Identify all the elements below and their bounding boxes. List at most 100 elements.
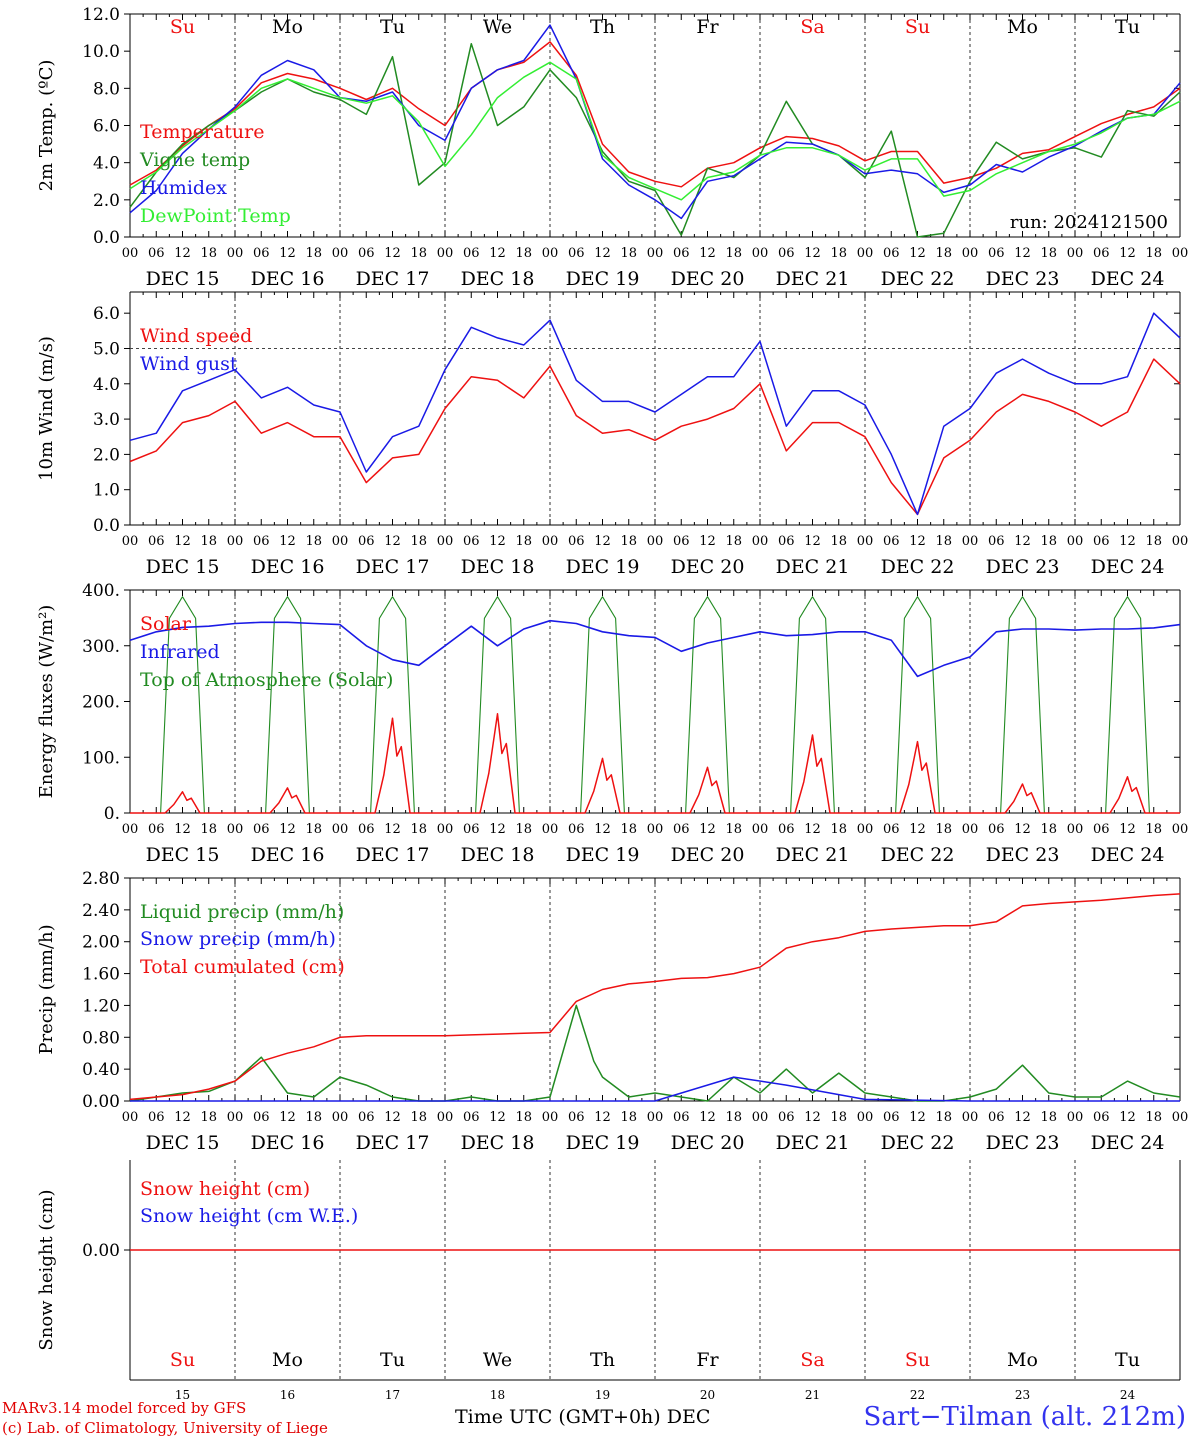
- date-label: DEC 23: [986, 844, 1060, 866]
- hour-tick-label: 00: [857, 534, 874, 549]
- hour-tick-label: 00: [542, 246, 559, 261]
- legend-wind-speed: Wind speed: [140, 325, 252, 347]
- hour-tick-label: 00: [1067, 534, 1084, 549]
- legend-vigne-temp: Vigne temp: [139, 149, 250, 171]
- hour-tick-label: 18: [1145, 1110, 1162, 1125]
- y-axis-label: Energy fluxes (W/m²): [36, 605, 57, 799]
- weekday-label: Tu: [380, 1349, 405, 1371]
- date-label: DEC 15: [146, 844, 220, 866]
- hour-tick-label: 12: [909, 822, 926, 837]
- y-tick-label: 2.40: [82, 901, 120, 921]
- hour-tick-label: 18: [305, 246, 322, 261]
- y-tick-label: 1.0: [93, 481, 120, 501]
- hour-tick-label: 06: [148, 246, 165, 261]
- weekday-label: Su: [905, 16, 930, 38]
- date-label: DEC 17: [356, 844, 430, 866]
- date-label: DEC 20: [671, 1132, 745, 1154]
- hour-tick-label: 00: [437, 246, 454, 261]
- hour-tick-label: 12: [279, 822, 296, 837]
- date-label: DEC 19: [566, 556, 640, 578]
- hour-tick-label: 00: [437, 822, 454, 837]
- y-tick-label: 1.60: [82, 965, 120, 985]
- hour-tick-label: 12: [1014, 246, 1031, 261]
- weekday-label: Th: [590, 1349, 615, 1371]
- y-tick-label: 2.0: [93, 445, 120, 465]
- hour-tick-label: 06: [988, 534, 1005, 549]
- hour-tick-label: 06: [1093, 246, 1110, 261]
- hour-tick-label: 00: [122, 1110, 139, 1125]
- hour-tick-label: 06: [778, 246, 795, 261]
- series-solar: [130, 713, 1180, 814]
- legend-liquid-precip-mm-h-: Liquid precip (mm/h): [140, 901, 344, 923]
- hour-tick-label: 00: [752, 246, 769, 261]
- y-tick-label: 200.: [82, 693, 120, 713]
- hour-tick-label: 00: [1172, 534, 1189, 549]
- series-wind-gust: [129, 312, 1181, 516]
- y-tick-label: 4.0: [93, 154, 120, 174]
- day-number-label: 19: [595, 1388, 610, 1402]
- panel-snow: 0.00 Snow height (cm) Snow height (cm) Snow…: [36, 1160, 1181, 1402]
- y-axis-label: Precip (mm/h): [36, 924, 57, 1054]
- hour-tick-label: 18: [305, 1110, 322, 1125]
- series-dewpoint-temp: [129, 61, 1181, 201]
- weekday-label: Fr: [696, 16, 719, 38]
- y-tick-label: 2.00: [82, 933, 120, 953]
- hour-tick-label: 18: [1040, 534, 1057, 549]
- hour-tick-label: 18: [935, 534, 952, 549]
- hour-tick-label: 00: [1172, 1110, 1189, 1125]
- hour-tick-label: 00: [122, 246, 139, 261]
- hour-tick-label: 00: [962, 1110, 979, 1125]
- hour-tick-label: 12: [384, 246, 401, 261]
- hour-tick-label: 12: [594, 246, 611, 261]
- y-tick-label: 0.: [104, 804, 120, 824]
- hour-tick-label: 18: [935, 822, 952, 837]
- hour-tick-label: 06: [253, 534, 270, 549]
- legend-top-of-atmosphere-solar-: Top of Atmosphere (Solar): [140, 669, 393, 691]
- hour-tick-label: 18: [1040, 822, 1057, 837]
- hour-tick-label: 18: [410, 1110, 427, 1125]
- weekday-label: Sa: [800, 1349, 824, 1371]
- hour-tick-label: 06: [358, 1110, 375, 1125]
- hour-tick-label: 12: [804, 534, 821, 549]
- weekday-label: We: [483, 16, 512, 38]
- date-label: DEC 16: [251, 844, 325, 866]
- y-tick-label: 5.0: [93, 339, 120, 359]
- hour-tick-label: 06: [358, 534, 375, 549]
- hour-tick-label: 18: [515, 1110, 532, 1125]
- legend-snow-precip-mm-h-: Snow precip (mm/h): [140, 928, 336, 950]
- y-tick-label: 300.: [82, 637, 120, 657]
- hour-tick-label: 00: [857, 1110, 874, 1125]
- hour-tick-label: 12: [279, 1110, 296, 1125]
- hour-tick-label: 18: [1145, 822, 1162, 837]
- hour-tick-label: 06: [778, 534, 795, 549]
- date-label: DEC 24: [1091, 556, 1165, 578]
- hour-tick-label: 00: [332, 822, 349, 837]
- hour-tick-label: 18: [515, 534, 532, 549]
- date-label: DEC 23: [986, 556, 1060, 578]
- y-axis-label: Snow height (cm): [36, 1189, 57, 1350]
- hour-tick-label: 18: [200, 822, 217, 837]
- date-label: DEC 22: [881, 844, 955, 866]
- series-snow-precip-mm-h-: [130, 1076, 1180, 1102]
- hour-tick-label: 06: [253, 246, 270, 261]
- hour-tick-label: 12: [699, 1110, 716, 1125]
- hour-tick-label: 00: [647, 246, 664, 261]
- hour-tick-label: 18: [200, 534, 217, 549]
- date-label: DEC 16: [251, 556, 325, 578]
- hour-tick-label: 06: [1093, 822, 1110, 837]
- hour-tick-label: 18: [1145, 246, 1162, 261]
- hour-tick-label: 18: [410, 822, 427, 837]
- hour-tick-label: 18: [515, 246, 532, 261]
- hour-tick-label: 12: [489, 1110, 506, 1125]
- hour-tick-label: 06: [988, 822, 1005, 837]
- date-label: DEC 18: [461, 1132, 535, 1154]
- hour-tick-label: 00: [857, 246, 874, 261]
- panel-wind: 00 06 12 18 00 06 12 18 00 06 12 18 00 06 12 18 00 06 12 18…: [36, 291, 1189, 578]
- y-tick-label: 0.00: [82, 1241, 120, 1261]
- date-label: DEC 19: [566, 1132, 640, 1154]
- legend-wind-gust: Wind gust: [140, 353, 238, 375]
- weekday-label: Tu: [1115, 16, 1140, 38]
- hour-tick-label: 18: [830, 822, 847, 837]
- model-credit: MARv3.14 model forced by GFS: [2, 1399, 247, 1417]
